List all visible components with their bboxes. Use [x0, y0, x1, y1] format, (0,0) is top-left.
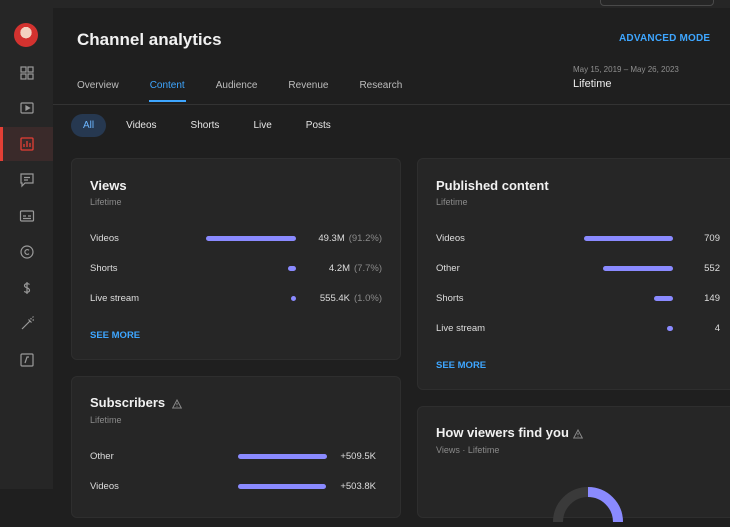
sidebar-item-copyright[interactable]: [0, 235, 53, 269]
sidebar-item-dashboard[interactable]: [0, 56, 53, 90]
published-content-card: Published content Lifetime Videos 709 Ot…: [417, 158, 730, 390]
published-card-subtitle: Lifetime: [436, 197, 468, 207]
views-bar-shorts: [288, 266, 296, 271]
subscribers-row-label: Other: [90, 451, 114, 462]
top-strip: [0, 0, 730, 8]
published-row-label: Shorts: [436, 293, 464, 304]
published-value-videos: 709: [704, 233, 720, 244]
sidebar-item-subtitles[interactable]: [0, 199, 53, 233]
chip-videos[interactable]: Videos: [126, 120, 157, 131]
warning-icon[interactable]: [573, 429, 583, 439]
published-bar-live-stream: [667, 326, 673, 331]
subscribers-card-title: Subscribers: [90, 395, 166, 410]
views-row-value: 49.3M (91.2%): [318, 233, 382, 244]
subscribers-card-subtitle: Lifetime: [90, 415, 122, 425]
viewers-find-you-card: How viewers find you Views · Lifetime: [417, 406, 730, 523]
views-value-live-stream: 555.4K: [319, 293, 351, 304]
tab-overview[interactable]: Overview: [77, 80, 119, 91]
sidebar-item-earn[interactable]: [0, 271, 53, 305]
top-search-box[interactable]: [600, 0, 714, 6]
tab-audience[interactable]: Audience: [215, 80, 258, 91]
published-see-more-link[interactable]: SEE MORE: [436, 360, 487, 371]
subscribers-value-other: +509.5K: [340, 451, 376, 462]
subscribers-card: Subscribers Lifetime Other +509.5K Video…: [71, 376, 401, 518]
sidebar-item-analytics[interactable]: [0, 127, 53, 161]
views-row-value: 4.2M (7.7%): [329, 263, 382, 274]
content-type-chips: All Videos Shorts Live Posts: [71, 114, 351, 137]
sidebar-item-content[interactable]: [0, 91, 53, 125]
views-row-label: Shorts: [90, 263, 118, 274]
dashboard-icon: [19, 66, 34, 80]
traffic-source-donut: [553, 487, 623, 523]
views-row-label: Videos: [90, 233, 119, 244]
tab-research[interactable]: Research: [359, 80, 403, 91]
subscribers-value-videos: +503.8K: [340, 481, 376, 492]
viewers-card-subtitle: Views · Lifetime: [436, 445, 500, 455]
views-card: Views Lifetime Videos 49.3M (91.2%) Short…: [71, 158, 401, 360]
published-value-shorts: 149: [704, 293, 720, 304]
sidebar-item-audio-library[interactable]: [0, 343, 53, 377]
date-range-text[interactable]: May 15, 2019 – May 26, 2023: [573, 65, 679, 74]
published-card-title: Published content: [436, 178, 549, 193]
published-bar-other: [603, 266, 673, 271]
published-value-live-stream: 4: [714, 323, 720, 334]
views-bar-live-stream: [291, 296, 296, 301]
sidebar-item-customization[interactable]: [0, 307, 53, 341]
views-card-title: Views: [90, 178, 127, 193]
subscribers-bar-other: [238, 454, 327, 459]
published-bar-shorts: [654, 296, 673, 301]
views-pct-shorts: (7.7%): [354, 263, 382, 274]
comments-icon: [19, 173, 34, 188]
chip-all[interactable]: All: [71, 114, 107, 137]
views-row-label: Live stream: [90, 293, 140, 304]
advanced-mode-button[interactable]: ADVANCED MODE: [619, 33, 711, 44]
chip-posts[interactable]: Posts: [305, 120, 331, 131]
analytics-tabs: Overview Content Audience Revenue Resear…: [77, 80, 433, 102]
views-row-value: 555.4K (1.0%): [320, 293, 382, 304]
chip-live[interactable]: Live: [253, 120, 272, 131]
tab-revenue[interactable]: Revenue: [288, 80, 329, 91]
content-icon: [19, 102, 34, 114]
sidebar-item-comments[interactable]: [0, 163, 53, 197]
subtitles-icon: [19, 210, 34, 222]
analytics-icon: [19, 137, 34, 151]
views-see-more-link[interactable]: SEE MORE: [90, 330, 141, 341]
chip-shorts[interactable]: Shorts: [190, 120, 220, 131]
views-card-subtitle: Lifetime: [90, 197, 122, 207]
views-value-videos: 49.3M: [318, 233, 345, 244]
customization-icon: [21, 316, 34, 330]
donut-segment: [587, 487, 623, 523]
subscribers-row-label: Videos: [90, 481, 119, 492]
copyright-icon: [19, 245, 34, 259]
date-range-label[interactable]: Lifetime: [573, 78, 612, 90]
views-value-shorts: 4.2M: [328, 263, 351, 274]
published-value-other: 552: [704, 263, 720, 274]
page-title: Channel analytics: [77, 30, 222, 49]
channel-avatar[interactable]: [14, 23, 38, 47]
viewers-card-title: How viewers find you: [436, 425, 569, 440]
tab-content[interactable]: Content: [148, 80, 186, 102]
published-row-label: Live stream: [436, 323, 486, 334]
published-row-label: Videos: [436, 233, 465, 244]
warning-icon[interactable]: [172, 399, 182, 409]
subscribers-bar-videos: [238, 484, 326, 489]
earn-icon: [23, 282, 30, 294]
published-bar-videos: [584, 236, 673, 241]
tabs-divider: [53, 104, 730, 105]
views-bar-videos: [206, 236, 296, 241]
views-pct-live-stream: (1.0%): [354, 293, 382, 304]
published-row-label: Other: [436, 263, 460, 274]
views-pct-videos: (91.2%): [348, 233, 382, 244]
sidebar: [0, 0, 53, 489]
audio-library-icon: [19, 353, 34, 367]
